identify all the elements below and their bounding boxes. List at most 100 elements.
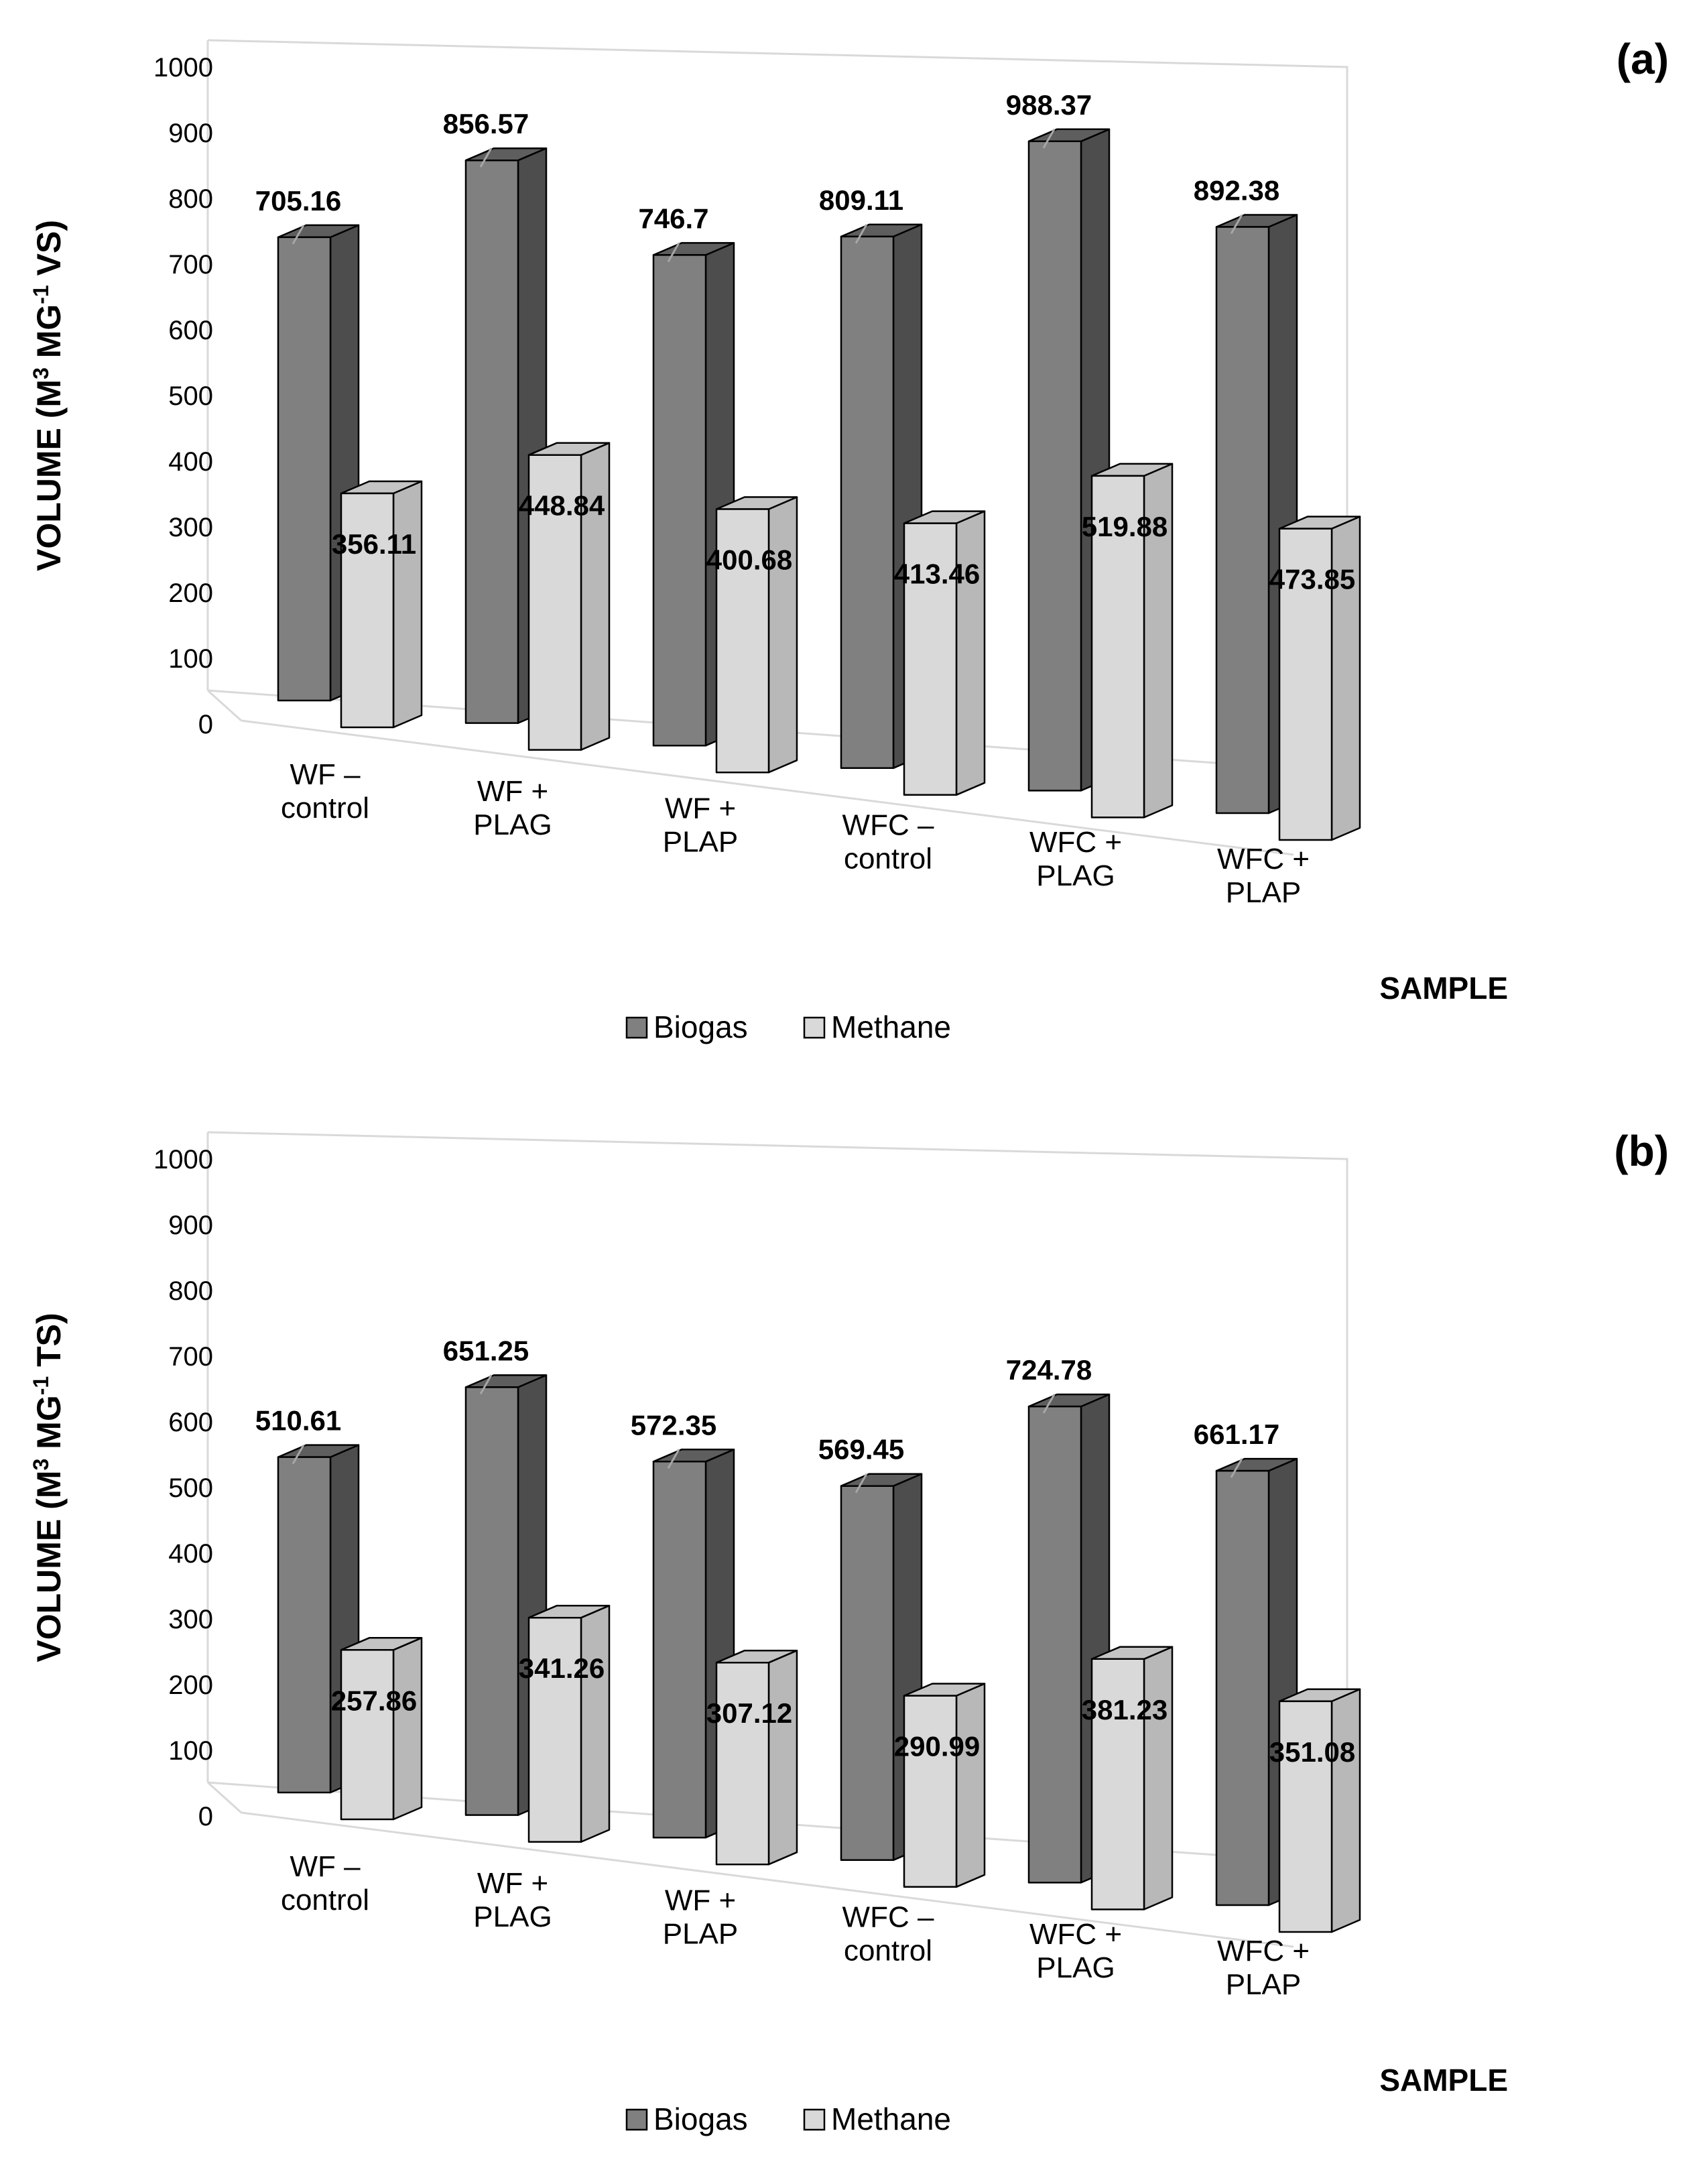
bar-front-face (527, 1616, 582, 1843)
x-tick-label: WFC +PLAP (1217, 1935, 1310, 2001)
x-tick-label: WF +PLAG (473, 1867, 552, 1933)
bar-front-face (840, 235, 895, 770)
y-axis-title-superscript: 3 (29, 367, 53, 379)
bar-side-face (1143, 1646, 1174, 1910)
bar-front-face (1215, 226, 1270, 814)
data-label-leader (292, 1444, 305, 1465)
data-label-biogas: 705.16 (255, 185, 341, 217)
bar-front-face (1215, 1469, 1270, 1906)
y-axis-title-text: VOLUME (M (30, 1471, 68, 1662)
data-label-leader (1230, 214, 1243, 235)
bar-front-face (340, 1649, 395, 1821)
bar-front-face (652, 254, 707, 747)
y-tick-label: 300 (168, 513, 213, 542)
bar-front-face (1278, 528, 1333, 841)
y-axis-title-superscript: -1 (29, 285, 53, 304)
y-axis-title-superscript: -1 (29, 1376, 53, 1395)
x-tick-label-line: WF + (665, 792, 736, 825)
bar-front-face (1027, 1405, 1082, 1884)
bar-front-face (715, 508, 770, 774)
panel-label: (b) (1614, 1127, 1669, 1175)
bar-methane (715, 496, 798, 774)
bar-front-face (715, 1661, 770, 1866)
x-tick-label-line: WFC + (1029, 826, 1122, 859)
x-tick-label-line: control (844, 843, 932, 875)
bar-biogas (464, 147, 548, 724)
y-tick-label: 900 (168, 1211, 213, 1240)
bar-front-face (903, 522, 958, 796)
bar-side-face (580, 442, 611, 751)
x-tick-label-line: PLAG (473, 808, 552, 841)
x-tick-label: WF +PLAP (663, 1884, 739, 1950)
y-tick-label: 0 (198, 1802, 213, 1831)
legend: Biogas Methane (625, 2102, 951, 2136)
data-label-leader (479, 147, 493, 168)
x-tick-label-line: WFC – (842, 1901, 934, 1934)
bar-front-face (1278, 1700, 1333, 1933)
y-tick-label: 100 (168, 1736, 213, 1766)
x-tick-label: WFC +PLAG (1029, 1918, 1122, 1984)
data-label-methane: 307.12 (706, 1697, 792, 1729)
data-label-biogas: 892.38 (1194, 174, 1279, 206)
data-label-biogas: 746.7 (638, 202, 708, 234)
x-tick-label-line: WFC – (842, 809, 934, 842)
data-label-biogas: 510.61 (255, 1405, 341, 1437)
y-axis-title-text: VS) (30, 220, 68, 285)
bars (277, 1374, 1361, 1933)
data-label-methane: 381.23 (1082, 1694, 1168, 1725)
bars (277, 128, 1361, 841)
y-tick-label: 800 (168, 1276, 213, 1306)
y-tick-label: 400 (168, 1539, 213, 1569)
bar-front-face (903, 1695, 958, 1888)
x-tick-label-line: WF + (477, 1867, 548, 1900)
bar-front-face (840, 1485, 895, 1862)
y-tick-label: 300 (168, 1605, 213, 1634)
floor-front-edge (241, 719, 1294, 856)
legend-swatch-biogas (625, 2108, 648, 2131)
x-tick-label-line: PLAP (1226, 876, 1302, 909)
x-axis-title: SAMPLE (1379, 2063, 1508, 2098)
bar-front-face (277, 1456, 332, 1794)
bar-front-face (464, 1386, 519, 1816)
data-label-biogas: 988.37 (1006, 89, 1092, 121)
y-tick-label: 900 (168, 119, 213, 148)
x-tick-label-line: PLAP (663, 825, 739, 858)
bar-front-face (464, 159, 519, 724)
bar-front-face (1090, 1658, 1145, 1910)
bar-side-face (1330, 1688, 1361, 1933)
y-tick-label: 0 (198, 710, 213, 739)
data-labels: 510.61 257.86 651.25 341.26 572.35 307.12 569.… (255, 1335, 1355, 1768)
data-label-leader (1042, 129, 1056, 149)
legend: Biogas Methane (625, 1010, 951, 1044)
data-label-leader (1042, 1394, 1056, 1414)
x-tick-label-line: PLAG (473, 1900, 552, 1933)
data-label-leader (292, 225, 305, 245)
y-tick-label: 1000 (153, 53, 213, 82)
data-label-methane: 356.11 (332, 528, 416, 560)
x-tick-label-line: WFC + (1029, 1918, 1122, 1951)
data-label-biogas: 569.45 (818, 1434, 904, 1465)
data-label-methane: 341.26 (519, 1652, 605, 1684)
y-axis-ticks: 0 100 200 300 400 500 600 700 800 900 1000 (153, 1145, 213, 1831)
bar-methane (527, 442, 611, 751)
bar-front-face (652, 1461, 707, 1839)
bar-methane (1090, 1646, 1174, 1910)
bar-methane (527, 1604, 611, 1843)
x-tick-label-line: PLAG (1036, 1951, 1115, 1984)
legend-label-biogas: Biogas (653, 2102, 748, 2136)
y-tick-label: 600 (168, 1408, 213, 1437)
x-tick-label-line: WF – (290, 758, 361, 791)
y-axis-title-text: MG (30, 304, 68, 367)
x-tick-label: WF +PLAG (473, 775, 552, 841)
data-label-leader (855, 224, 868, 244)
data-labels: 705.16 356.11 856.57 448.84 746.7 400.68 809.1… (255, 89, 1355, 595)
legend-swatch-biogas (625, 1016, 648, 1039)
x-tick-label-line: control (281, 792, 369, 825)
y-axis-title-text: MG (30, 1395, 68, 1458)
data-label-methane: 519.88 (1082, 511, 1168, 542)
bar-methane (340, 1637, 423, 1821)
bar-front-face (340, 492, 395, 729)
bar-methane (1090, 463, 1174, 818)
chart-a: 0 100 200 300 400 500 600 700 800 900 1000 VOLUME (… (29, 35, 1669, 1044)
data-label-biogas: 809.11 (819, 184, 903, 216)
